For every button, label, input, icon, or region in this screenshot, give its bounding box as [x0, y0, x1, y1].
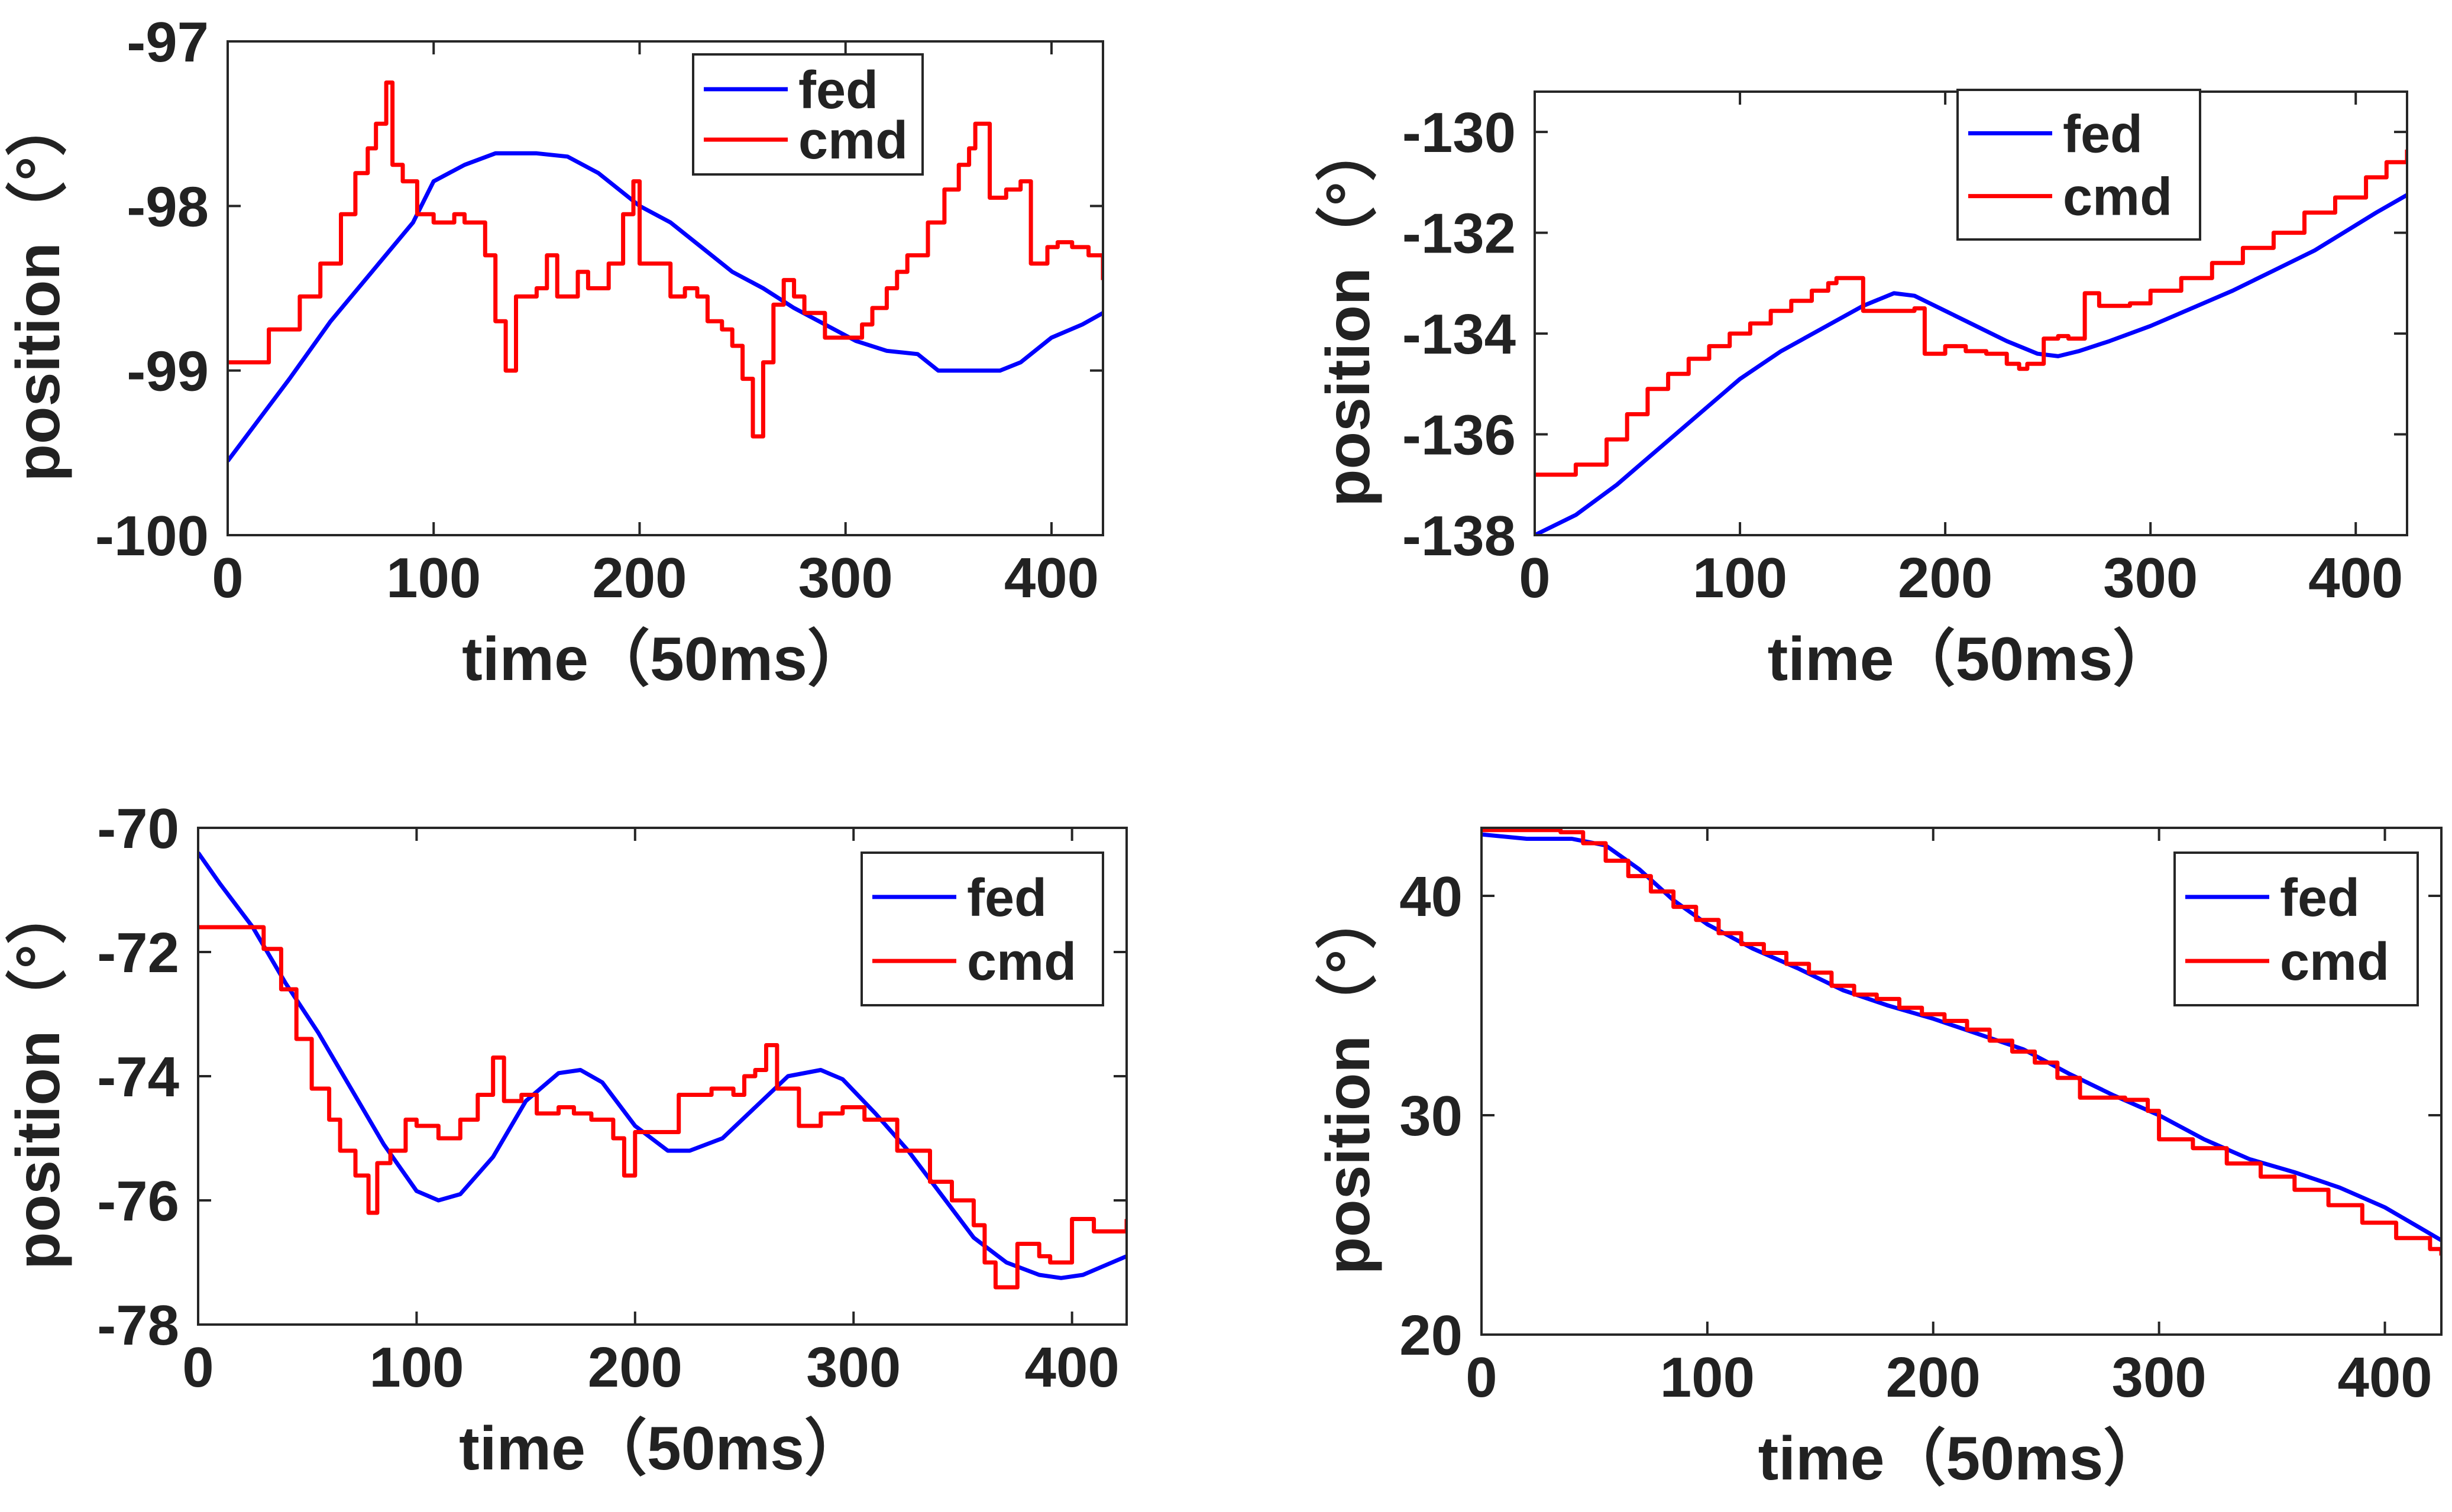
plot-frame: [1480, 827, 2443, 1336]
plot-frame: [227, 40, 1104, 536]
y-tick-label: -70: [97, 797, 179, 860]
x-tick-label: 200: [1886, 1346, 1981, 1409]
y-tick-label: -99: [127, 340, 209, 403]
y-tick-label: 30: [1399, 1084, 1463, 1148]
x-tick-label: 0: [212, 546, 243, 610]
x-tick-label: 200: [1898, 546, 1992, 610]
y-tick-label: -134: [1402, 303, 1516, 366]
series-line-fed: [1535, 193, 2407, 535]
legend-label-fed: fed: [967, 869, 1047, 928]
y-axis-label: position（°）: [1314, 888, 1383, 1275]
x-axis-label: time（50ms）: [459, 1414, 866, 1483]
legend-box: [861, 851, 1104, 1006]
x-axis-label: time（50ms）: [1768, 625, 2175, 694]
y-tick-label: -78: [97, 1294, 179, 1357]
y-axis-label: position（°）: [4, 95, 73, 482]
y-tick-label: -98: [127, 175, 209, 238]
x-axis-label: time（50ms）: [462, 625, 869, 694]
x-tick-label: 300: [806, 1336, 901, 1399]
y-tick-label: -97: [127, 11, 209, 74]
x-tick-label: 400: [1004, 546, 1099, 610]
y-axis-label: position（°）: [4, 883, 73, 1270]
series-line-fed: [198, 851, 1127, 1280]
y-tick-label: -130: [1402, 101, 1516, 164]
series-line-cmd: [1481, 828, 2441, 1256]
series-line-fed: [228, 151, 1103, 462]
legend-label-cmd: cmd: [2280, 933, 2389, 992]
x-tick-label: 400: [1025, 1336, 1120, 1399]
x-tick-label: 400: [2308, 546, 2403, 610]
series-line-cmd: [228, 80, 1103, 439]
y-tick-label: -136: [1402, 404, 1516, 467]
x-tick-label: 0: [182, 1336, 214, 1399]
y-axis-label: position（°）: [1314, 120, 1383, 507]
series-line-fed: [1481, 832, 2441, 1242]
x-tick-label: 100: [386, 546, 481, 610]
x-tick-label: 0: [1466, 1346, 1497, 1409]
chart-panel-tr: 0 100 200 300 400 -138 -136 -134 -132 -130 time（50…: [1314, 89, 2408, 694]
legend-box: [1956, 89, 2201, 241]
x-tick-label: 200: [592, 546, 687, 610]
x-tick-label: 300: [798, 546, 893, 610]
legend-box: [2173, 851, 2419, 1006]
legend-label-cmd: cmd: [798, 111, 908, 170]
legend-label-cmd: cmd: [2063, 168, 2172, 227]
y-tick-label: -100: [95, 504, 209, 568]
x-tick-label: 100: [369, 1336, 464, 1399]
x-tick-label: 200: [588, 1336, 682, 1399]
x-tick-label: 0: [1519, 546, 1550, 610]
legend-label-cmd: cmd: [967, 933, 1076, 992]
x-tick-label: 100: [1660, 1346, 1755, 1409]
chart-panel-tl: 0 100 200 300 400 -100 -99 -98 -97 time（50ms） posi…: [4, 11, 1104, 694]
x-tick-label: 300: [2112, 1346, 2207, 1409]
x-axis-label: time（50ms）: [1758, 1424, 2165, 1493]
legend-label-fed: fed: [2063, 105, 2143, 164]
series-line-cmd: [198, 925, 1127, 1290]
legend-label-fed: fed: [798, 61, 878, 120]
legend-box: [692, 53, 924, 176]
y-tick-label: 20: [1399, 1304, 1463, 1367]
chart-panel-br: 0 100 200 300 400 20 30 40 time（50ms） position（°）…: [1314, 827, 2443, 1493]
x-tick-label: 100: [1693, 546, 1787, 610]
x-tick-label: 300: [2103, 546, 2198, 610]
y-tick-label: -138: [1402, 504, 1516, 568]
series-line-cmd: [1535, 150, 2407, 477]
legend-label-fed: fed: [2280, 869, 2360, 928]
y-tick-label: -72: [97, 921, 179, 985]
y-tick-label: 40: [1399, 865, 1463, 928]
y-tick-label: -74: [97, 1045, 179, 1109]
chart-panel-bl: 0 100 200 300 400 -78 -76 -74 -72 -70 time（50ms） po…: [4, 797, 1128, 1483]
y-tick-label: -132: [1402, 202, 1516, 266]
x-tick-label: 400: [2337, 1346, 2432, 1409]
y-tick-label: -76: [97, 1170, 179, 1233]
